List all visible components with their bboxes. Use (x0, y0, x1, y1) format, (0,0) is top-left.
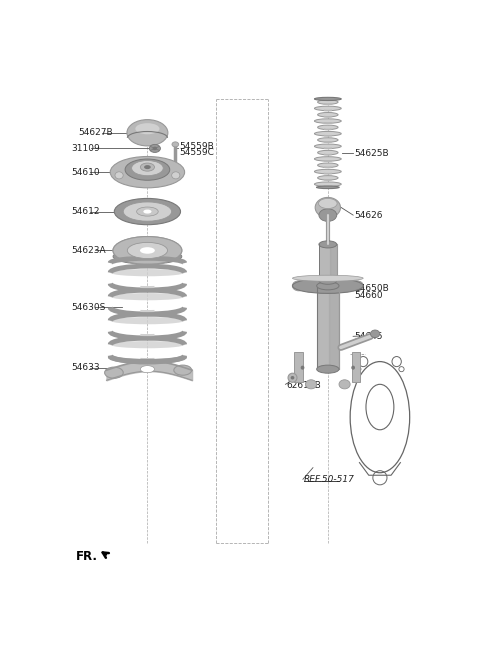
Ellipse shape (140, 163, 155, 171)
Ellipse shape (314, 169, 341, 174)
Ellipse shape (113, 237, 182, 264)
Ellipse shape (144, 162, 152, 169)
Ellipse shape (135, 123, 159, 134)
Ellipse shape (318, 150, 338, 155)
Text: 54645: 54645 (354, 332, 383, 341)
Ellipse shape (292, 278, 363, 293)
Ellipse shape (319, 198, 337, 209)
Ellipse shape (140, 247, 155, 254)
Ellipse shape (314, 106, 341, 111)
Bar (317, 286, 339, 369)
Ellipse shape (318, 163, 338, 167)
Ellipse shape (317, 365, 339, 373)
Text: 54559B: 54559B (179, 142, 214, 151)
Ellipse shape (132, 161, 163, 176)
Text: FR.: FR. (76, 550, 97, 563)
Ellipse shape (314, 97, 341, 100)
Text: 54625B: 54625B (354, 149, 388, 158)
Bar (294, 352, 302, 382)
Ellipse shape (318, 100, 338, 104)
Ellipse shape (172, 172, 180, 179)
Ellipse shape (174, 365, 192, 375)
Ellipse shape (318, 138, 338, 142)
Text: 31109: 31109 (71, 144, 100, 153)
Ellipse shape (172, 142, 179, 147)
Ellipse shape (127, 119, 168, 146)
Ellipse shape (144, 165, 151, 169)
Ellipse shape (316, 186, 339, 188)
Ellipse shape (292, 281, 305, 291)
Ellipse shape (288, 373, 297, 382)
Ellipse shape (305, 380, 317, 389)
Ellipse shape (113, 237, 182, 264)
Text: 54630S: 54630S (71, 302, 106, 312)
Ellipse shape (319, 277, 337, 284)
Text: 62618B: 62618B (286, 381, 321, 390)
Ellipse shape (110, 157, 185, 188)
Ellipse shape (300, 365, 304, 370)
Ellipse shape (314, 131, 341, 136)
Ellipse shape (290, 376, 294, 380)
Ellipse shape (319, 209, 337, 222)
Ellipse shape (350, 281, 363, 291)
Text: 54627B: 54627B (79, 129, 113, 137)
Ellipse shape (371, 330, 380, 338)
Ellipse shape (314, 182, 341, 186)
Ellipse shape (314, 157, 341, 161)
Ellipse shape (292, 276, 363, 281)
Ellipse shape (339, 380, 350, 389)
Ellipse shape (110, 293, 185, 300)
Text: 54612: 54612 (71, 207, 100, 216)
Ellipse shape (110, 269, 185, 276)
Text: 54610: 54610 (71, 168, 100, 176)
Text: REF.50-517: REF.50-517 (304, 475, 355, 483)
Text: 54650B: 54650B (354, 284, 389, 293)
Ellipse shape (110, 317, 185, 324)
Ellipse shape (318, 112, 338, 117)
Ellipse shape (140, 365, 155, 373)
Bar (319, 245, 337, 281)
Ellipse shape (114, 198, 180, 225)
Ellipse shape (351, 365, 355, 370)
Ellipse shape (110, 341, 185, 348)
Text: 54559C: 54559C (179, 148, 214, 157)
Text: 54660: 54660 (354, 291, 383, 300)
Ellipse shape (315, 197, 340, 218)
Ellipse shape (113, 249, 182, 264)
Text: 54633: 54633 (71, 363, 100, 372)
Text: 54626: 54626 (354, 211, 383, 220)
Text: 54623A: 54623A (71, 246, 106, 255)
Ellipse shape (144, 209, 152, 214)
Ellipse shape (105, 367, 123, 379)
Ellipse shape (149, 144, 160, 152)
Ellipse shape (123, 202, 172, 221)
Ellipse shape (319, 241, 337, 248)
Ellipse shape (153, 147, 157, 150)
Ellipse shape (318, 176, 338, 180)
Ellipse shape (137, 207, 158, 216)
Ellipse shape (314, 119, 341, 123)
Bar (352, 352, 360, 382)
Ellipse shape (314, 144, 341, 148)
Ellipse shape (115, 172, 123, 179)
Ellipse shape (125, 159, 170, 180)
Ellipse shape (127, 242, 168, 258)
Ellipse shape (318, 125, 338, 129)
Ellipse shape (317, 282, 339, 290)
